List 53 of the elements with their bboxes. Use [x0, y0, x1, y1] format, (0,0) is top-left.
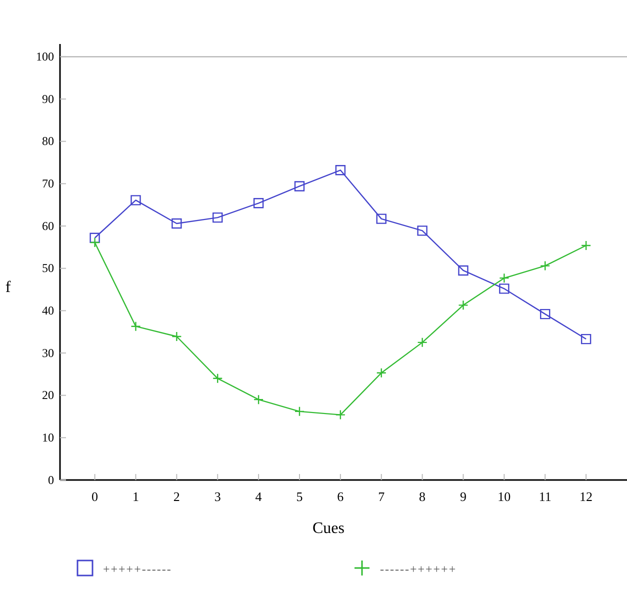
- x-tick-label: 10: [498, 489, 511, 504]
- x-tick-label: 2: [173, 489, 180, 504]
- y-tick-label: 20: [42, 388, 54, 402]
- y-axis-title: f: [5, 279, 12, 296]
- point: [172, 218, 182, 229]
- legend-label: ------++++++: [380, 562, 457, 576]
- point: [212, 212, 223, 223]
- point: [499, 284, 510, 294]
- x-tick-label: 5: [296, 489, 303, 504]
- y-tick-label: 50: [42, 261, 54, 276]
- x-tick-label: 4: [255, 489, 262, 504]
- y-tick-label: 100: [36, 50, 54, 64]
- point: [458, 265, 468, 276]
- point: [335, 410, 346, 420]
- point: [294, 406, 305, 417]
- x-tick-label: 8: [419, 489, 426, 504]
- x-axis-title: Cues: [312, 520, 344, 537]
- y-tick-label: 70: [42, 176, 54, 191]
- x-tick-label: 3: [214, 489, 221, 504]
- legend-label: +++++------: [103, 562, 172, 576]
- point: [253, 394, 264, 405]
- point: [294, 181, 305, 192]
- point: [417, 226, 428, 236]
- point: [90, 237, 100, 248]
- x-tick-label: 0: [92, 489, 98, 504]
- point: [417, 337, 428, 348]
- y-tick-label: 80: [42, 134, 54, 148]
- point: [253, 198, 264, 208]
- x-tick-label: 1: [132, 489, 139, 504]
- point: [580, 334, 592, 344]
- x-tick-label: 11: [538, 489, 552, 504]
- point: [580, 240, 592, 251]
- y-tick-label: 90: [42, 92, 54, 106]
- y-tick-label: 60: [42, 218, 54, 233]
- point: [376, 214, 386, 224]
- y-tick-label: 30: [42, 346, 54, 360]
- point: [130, 321, 141, 332]
- point: [130, 195, 141, 206]
- point: [335, 165, 346, 176]
- x-tick-label: 6: [337, 489, 344, 504]
- point: [540, 260, 550, 271]
- point: [172, 331, 182, 342]
- x-tick-label: 12: [580, 489, 593, 504]
- point: [499, 272, 510, 284]
- x-tick-label: 7: [378, 489, 386, 504]
- y-tick-label: 40: [42, 304, 54, 318]
- point: [212, 373, 223, 384]
- y-tick-label: 10: [42, 430, 54, 445]
- y-tick-label: 0: [48, 472, 54, 487]
- x-tick-label: 9: [460, 489, 466, 504]
- point: [376, 368, 386, 378]
- point: [540, 308, 550, 320]
- point: [458, 300, 468, 310]
